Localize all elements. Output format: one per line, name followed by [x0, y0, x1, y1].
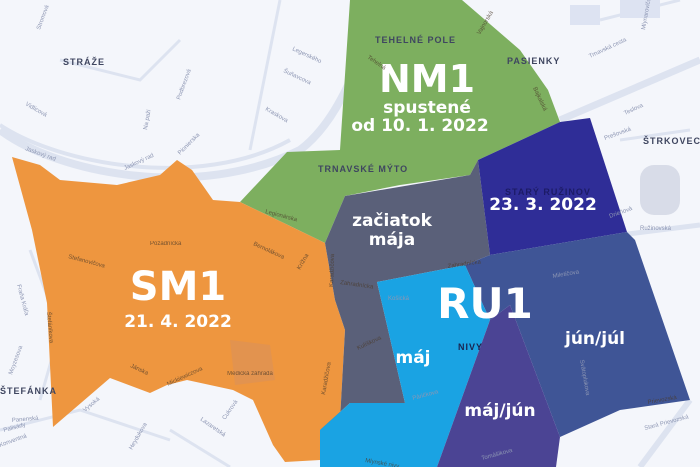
- zone-nm1[interactable]: [240, 0, 560, 243]
- zone-ru1-jun-jul[interactable]: [465, 232, 690, 437]
- street-label: Moyzesova: [8, 344, 24, 375]
- district-tehelne-pole: TEHELNÉ POLE: [375, 35, 456, 45]
- subzone-label-zaciatok-line2: mája: [369, 230, 415, 250]
- street-label: Zahradnícka: [447, 259, 482, 270]
- stadium-shape: [640, 165, 680, 215]
- street-label: Ružinovská: [640, 226, 672, 232]
- street-label: Šuňavcova: [282, 67, 312, 86]
- street-label: Pionierska: [177, 132, 202, 157]
- street-label: Pozadnícka: [150, 241, 182, 247]
- street-label: Vidlicová: [24, 102, 48, 119]
- subzone-label-maj: máj: [395, 348, 430, 368]
- medicka-zahrada-park: [230, 340, 275, 385]
- street-label: Medická záhrada: [227, 371, 273, 377]
- zone-ru1-maj-jun[interactable]: [437, 305, 560, 467]
- street-label: Teslova: [623, 102, 645, 116]
- street-label: Mlynské nivy: [365, 458, 400, 467]
- street-label: Legerského: [291, 46, 323, 65]
- zone-status-nm1-line1: spustené: [383, 98, 471, 118]
- street-label: Karadžičova: [321, 361, 333, 395]
- street-label: Karadžičova: [329, 253, 336, 287]
- street-label: Prievozská: [647, 395, 678, 406]
- street-label: Panenská: [12, 416, 40, 424]
- street-label: Podbrezová: [176, 68, 193, 101]
- district-strkovec: ŠTRKOVEC: [643, 135, 700, 146]
- zone-ru1-stary-ruzinov[interactable]: [478, 118, 627, 255]
- district-stefanka: ŠTEFÁNKA: [0, 385, 57, 396]
- zone-ru1-maj[interactable]: [320, 265, 490, 467]
- subzone-label-stary-ruzinov: 23. 3. 2022: [489, 195, 597, 215]
- subzone-label-maj-jun: máj/jún: [464, 401, 535, 421]
- zone-status-nm1-line2: od 10. 1. 2022: [351, 116, 488, 136]
- street-label: Palisády: [3, 422, 26, 434]
- street-label: Fraňa Kráľa: [15, 284, 29, 317]
- zone-ru1-zaciatok-maja[interactable]: [320, 160, 490, 430]
- street-label: Zahradnícka: [340, 280, 375, 291]
- street-label: Lazaretská: [199, 417, 227, 439]
- street-label: Štefánikova: [45, 312, 55, 345]
- subzone-label-zaciatok-line1: začiatok: [352, 211, 433, 231]
- district-straze: STRÁŽE: [63, 56, 105, 67]
- district-pasienky: PASIENKY: [507, 56, 560, 66]
- zone-code-nm1: NM1: [379, 57, 475, 101]
- street-label: Stromová: [36, 4, 51, 31]
- subzone-label-jun-jul: jún/júl: [564, 329, 625, 349]
- street-label: Konventná: [0, 433, 28, 449]
- zone-date-sm1: 21. 4. 2022: [124, 312, 232, 332]
- zone-sm1[interactable]: [12, 157, 345, 462]
- street-label: Kraskova: [264, 107, 289, 125]
- zone-code-sm1: SM1: [130, 264, 226, 310]
- street-label: Trnavská cesta: [588, 37, 628, 60]
- street-label: Na paži: [143, 109, 152, 130]
- street-label: Miletičova: [552, 269, 580, 280]
- street-label: Cukrová: [222, 399, 240, 421]
- zone-code-ru1: RU1: [437, 279, 533, 328]
- street-label: Košická: [388, 296, 410, 302]
- district-nivy: NIVY: [458, 342, 483, 352]
- district-stary-ruzinov: STARÝ RUŽINOV: [505, 186, 591, 197]
- district-trnavske-myto: TRNAVSKÉ MÝTO: [318, 163, 408, 174]
